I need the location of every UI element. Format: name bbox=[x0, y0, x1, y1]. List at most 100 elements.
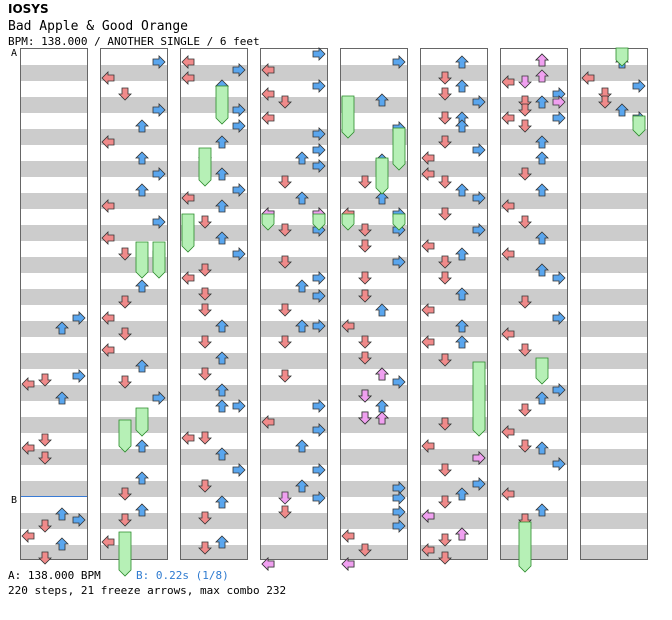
step-arrow-down bbox=[438, 111, 452, 125]
step-arrow-left bbox=[101, 343, 115, 357]
step-arrow-down bbox=[358, 271, 372, 285]
step-arrow-down bbox=[278, 303, 292, 317]
step-arrow-right bbox=[312, 159, 326, 173]
step-arrow-right bbox=[392, 255, 406, 269]
step-arrow-left bbox=[101, 135, 115, 149]
step-arrow-up bbox=[295, 479, 309, 493]
step-arrow-right bbox=[632, 79, 646, 93]
step-arrow-down bbox=[198, 541, 212, 555]
artist-name: IOSYS bbox=[8, 2, 49, 16]
step-arrow-right bbox=[72, 369, 86, 383]
step-arrow-right bbox=[232, 463, 246, 477]
step-arrow-left bbox=[501, 425, 515, 439]
step-arrow-down bbox=[198, 287, 212, 301]
step-arrow-up bbox=[295, 319, 309, 333]
step-stats: 220 steps, 21 freeze arrows, max combo 2… bbox=[8, 584, 287, 597]
step-arrow-down bbox=[518, 343, 532, 357]
step-arrow-right bbox=[232, 247, 246, 261]
step-arrow-down bbox=[438, 271, 452, 285]
freeze-arrow bbox=[615, 47, 629, 67]
freeze-arrow bbox=[152, 241, 166, 279]
chart-column-7 bbox=[500, 48, 568, 560]
step-arrow-down bbox=[518, 103, 532, 117]
step-arrow-left bbox=[501, 199, 515, 213]
step-arrow-right bbox=[232, 399, 246, 413]
step-arrow-up bbox=[455, 247, 469, 261]
marker-b: B bbox=[11, 495, 18, 506]
freeze-arrow bbox=[312, 213, 326, 231]
step-arrow-down bbox=[278, 491, 292, 505]
step-arrow-up bbox=[215, 199, 229, 213]
step-arrow-up bbox=[55, 391, 69, 405]
step-arrow-up bbox=[455, 79, 469, 93]
step-arrow-up bbox=[135, 503, 149, 517]
step-arrow-right bbox=[392, 491, 406, 505]
step-arrow-right bbox=[312, 423, 326, 437]
step-arrow-up bbox=[135, 471, 149, 485]
step-arrow-down bbox=[358, 543, 372, 557]
step-arrow-down bbox=[438, 135, 452, 149]
step-arrow-right bbox=[312, 463, 326, 477]
step-arrow-down bbox=[118, 247, 132, 261]
step-arrow-right bbox=[552, 457, 566, 471]
step-arrow-right bbox=[312, 79, 326, 93]
step-arrow-right bbox=[552, 383, 566, 397]
step-arrow-up bbox=[375, 93, 389, 107]
step-arrow-right bbox=[312, 289, 326, 303]
step-arrow-left bbox=[421, 543, 435, 557]
step-arrow-down bbox=[438, 463, 452, 477]
step-arrow-left bbox=[181, 191, 195, 205]
step-arrow-up bbox=[135, 119, 149, 133]
step-arrow-up bbox=[215, 167, 229, 181]
chart-column-2 bbox=[100, 48, 168, 560]
step-arrow-down bbox=[358, 351, 372, 365]
step-arrow-down bbox=[118, 295, 132, 309]
step-arrow-left bbox=[581, 71, 595, 85]
step-arrow-down bbox=[278, 223, 292, 237]
step-arrow-right bbox=[232, 119, 246, 133]
step-arrow-down bbox=[518, 439, 532, 453]
step-arrow-left bbox=[181, 55, 195, 69]
legend-stop: B: 0.22s (1/8) bbox=[136, 569, 229, 582]
step-arrow-right bbox=[392, 55, 406, 69]
step-arrow-right bbox=[152, 167, 166, 181]
step-arrow-up bbox=[215, 399, 229, 413]
step-arrow-down bbox=[198, 215, 212, 229]
step-arrow-right bbox=[72, 311, 86, 325]
step-arrow-up bbox=[215, 135, 229, 149]
marker-a: A bbox=[11, 48, 18, 59]
step-arrow-down bbox=[278, 335, 292, 349]
freeze-arrow bbox=[341, 213, 355, 231]
step-arrow-left bbox=[501, 75, 515, 89]
step-arrow-up bbox=[135, 279, 149, 293]
freeze-arrow bbox=[392, 213, 406, 231]
step-arrow-down bbox=[438, 551, 452, 565]
step-arrow-up bbox=[55, 537, 69, 551]
step-arrow-right bbox=[312, 127, 326, 141]
step-arrow-down bbox=[438, 87, 452, 101]
freeze-arrow bbox=[518, 521, 532, 573]
step-arrow-left bbox=[181, 71, 195, 85]
step-arrow-up bbox=[455, 319, 469, 333]
step-arrow-left bbox=[501, 327, 515, 341]
step-arrow-right bbox=[232, 183, 246, 197]
step-arrow-up bbox=[215, 319, 229, 333]
step-arrow-left bbox=[101, 535, 115, 549]
step-arrow-down bbox=[598, 95, 612, 109]
step-arrow-down bbox=[518, 167, 532, 181]
step-arrow-right bbox=[552, 95, 566, 109]
step-arrow-down bbox=[198, 431, 212, 445]
step-arrow-down bbox=[358, 411, 372, 425]
step-arrow-right bbox=[232, 103, 246, 117]
step-arrow-left bbox=[501, 111, 515, 125]
step-arrow-up bbox=[455, 287, 469, 301]
step-arrow-down bbox=[278, 505, 292, 519]
step-arrow-right bbox=[232, 63, 246, 77]
step-arrow-up bbox=[215, 495, 229, 509]
step-arrow-down bbox=[518, 215, 532, 229]
step-arrow-right bbox=[552, 311, 566, 325]
step-arrow-up bbox=[455, 183, 469, 197]
chart-info: BPM: 138.000 / ANOTHER SINGLE / 6 feet bbox=[8, 35, 260, 48]
step-arrow-right bbox=[312, 143, 326, 157]
step-arrow-up bbox=[535, 135, 549, 149]
